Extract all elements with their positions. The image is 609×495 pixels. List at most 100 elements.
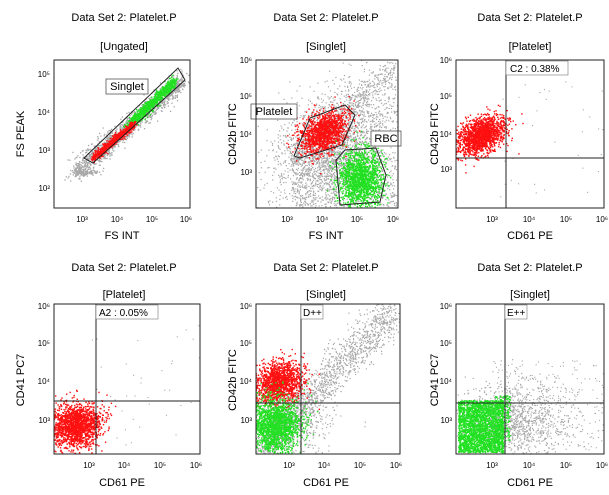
event-dot	[379, 121, 381, 123]
event-dot	[86, 166, 88, 168]
event-dot	[404, 149, 405, 150]
event-dot	[170, 89, 172, 91]
gate-name: [Ungated]	[100, 41, 148, 53]
event-dot	[128, 120, 130, 122]
event-dot	[109, 137, 112, 140]
event-dot	[337, 94, 339, 96]
event-dot	[164, 91, 167, 94]
event-dot	[308, 99, 310, 101]
event-dot	[279, 135, 281, 137]
event-dot	[97, 137, 99, 140]
event-dot	[284, 150, 286, 152]
event-dot	[164, 80, 166, 82]
event-dot	[345, 119, 347, 121]
event-dot	[110, 139, 112, 142]
event-dot	[362, 103, 364, 105]
event-dot	[413, 82, 414, 83]
event-dot	[104, 139, 107, 141]
event-dot	[304, 158, 306, 160]
event-dot	[309, 180, 311, 182]
event-dot	[290, 153, 293, 155]
event-dot	[170, 87, 173, 90]
event-dot	[279, 130, 281, 132]
event-dot	[78, 161, 81, 163]
event-dot	[83, 169, 85, 172]
event-dot	[329, 155, 331, 157]
event-dot	[86, 173, 88, 175]
event-dot	[153, 89, 155, 91]
event-dot	[343, 133, 345, 135]
event-dot	[390, 77, 392, 79]
event-dot	[152, 99, 155, 101]
event-dot	[146, 116, 148, 119]
event-dot	[169, 83, 172, 86]
event-dot	[364, 115, 366, 117]
event-dot	[143, 128, 146, 130]
event-dot	[353, 130, 355, 132]
event-dot	[130, 117, 132, 120]
event-dot	[153, 103, 155, 106]
event-dot	[326, 168, 328, 170]
event-dot	[362, 131, 364, 133]
event-dot	[154, 93, 156, 96]
event-dot	[74, 170, 77, 172]
event-dot	[137, 119, 139, 121]
event-dot	[132, 121, 134, 123]
event-dot	[313, 90, 315, 92]
event-dot	[350, 126, 352, 128]
event-dot	[315, 147, 317, 149]
event-dot	[167, 83, 170, 85]
event-dot	[72, 151, 74, 154]
event-dot	[104, 152, 106, 154]
event-dot	[158, 104, 160, 106]
event-dot	[293, 190, 295, 192]
event-dot	[309, 158, 311, 160]
event-dot	[370, 126, 372, 128]
event-dot	[90, 153, 93, 155]
event-dot	[321, 101, 323, 103]
event-dot	[359, 141, 361, 143]
event-dot	[141, 104, 143, 106]
event-dot	[78, 172, 80, 174]
event-dot	[376, 99, 378, 101]
event-dot	[279, 162, 281, 164]
event-dot	[306, 157, 308, 159]
event-dot	[274, 159, 276, 161]
event-dot	[357, 142, 359, 145]
event-dot	[290, 158, 292, 160]
event-dot	[318, 169, 320, 171]
event-dot	[88, 161, 90, 163]
event-dot	[363, 119, 365, 121]
event-dot	[320, 98, 323, 100]
event-dot	[338, 156, 340, 158]
event-dot	[375, 89, 377, 91]
y-axis-label: FS PEAK	[15, 110, 27, 157]
event-dot	[352, 110, 354, 112]
event-dot	[340, 159, 342, 161]
event-dot	[376, 155, 378, 157]
event-dot	[390, 105, 393, 107]
event-dot	[91, 173, 93, 175]
event-dot	[110, 154, 112, 156]
event-dot	[394, 112, 396, 114]
event-dot	[324, 183, 326, 185]
event-dot	[369, 128, 371, 130]
event-dot	[343, 158, 345, 160]
singlet-gate[interactable]	[83, 67, 186, 164]
event-dot	[73, 172, 75, 174]
event-dot	[366, 130, 368, 132]
event-dot	[147, 101, 150, 103]
event-dot	[300, 174, 303, 176]
event-dot	[85, 162, 87, 164]
event-dot	[370, 112, 373, 114]
event-dot	[104, 143, 106, 145]
event-dot	[291, 195, 293, 197]
event-dot	[87, 162, 89, 164]
event-dot	[104, 141, 106, 143]
event-dot	[75, 171, 77, 173]
event-dot	[158, 91, 160, 94]
event-dot	[353, 154, 356, 156]
event-dot	[299, 181, 301, 183]
event-dot	[178, 89, 180, 91]
event-dot	[107, 138, 110, 141]
